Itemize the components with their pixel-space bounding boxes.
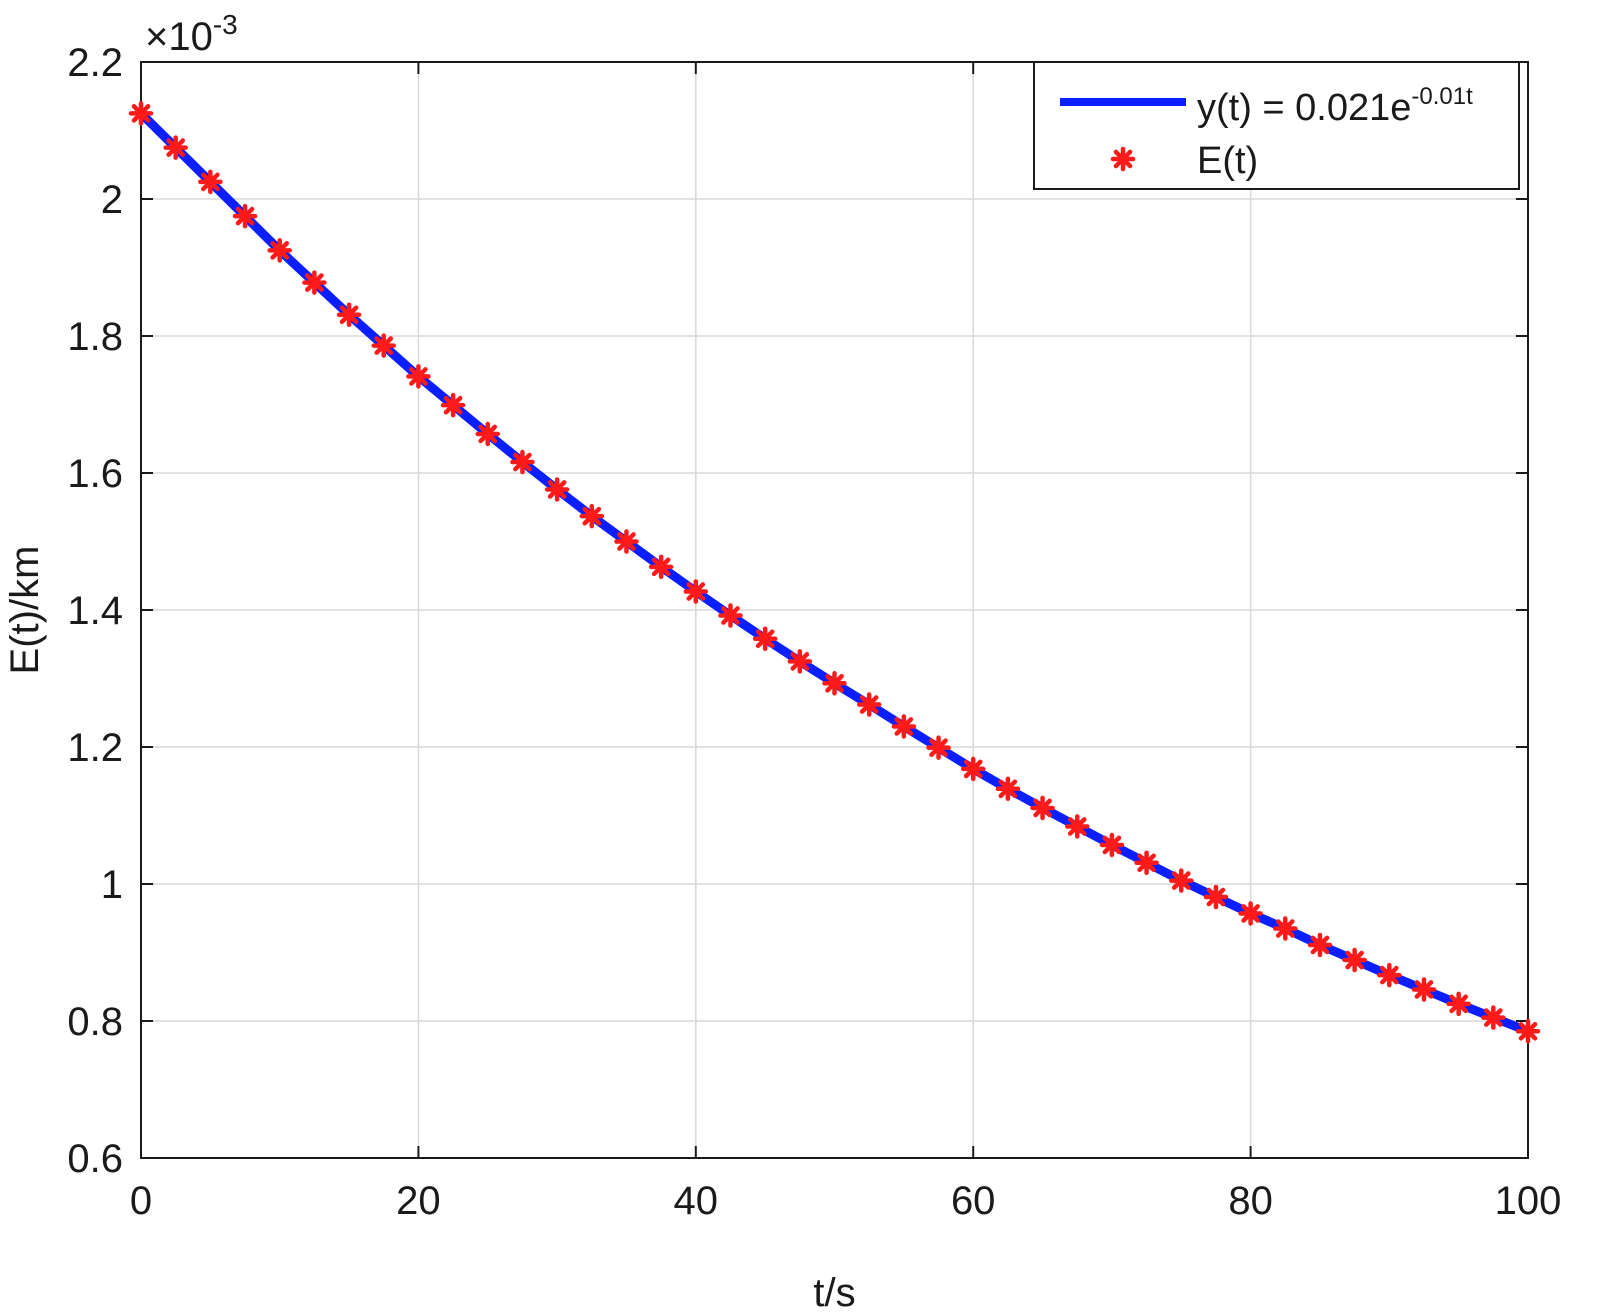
data-point-marker <box>683 579 709 604</box>
data-point-marker <box>198 169 223 195</box>
x-tick-label: 60 <box>951 1179 996 1223</box>
data-point-marker <box>1342 947 1367 973</box>
y-tick-label: 1.2 <box>67 726 123 770</box>
data-point-marker <box>371 333 396 358</box>
data-point-marker <box>1481 1005 1506 1030</box>
data-point-marker <box>1134 850 1159 876</box>
x-axis-ticks: 0 20 40 60 80 100 <box>130 62 1562 1223</box>
x-tick-label: 20 <box>396 1179 441 1223</box>
y-tick-label: 1.4 <box>67 589 123 633</box>
data-point-marker <box>232 203 258 229</box>
data-point-marker <box>787 649 813 674</box>
data-point-marker <box>995 776 1021 802</box>
data-point-marker <box>614 529 639 554</box>
data-point-marker <box>1446 991 1471 1017</box>
y-axis-label: E(t)/km <box>3 546 47 675</box>
legend-label-et: E(t) <box>1197 140 1258 182</box>
data-point-marker <box>1030 795 1055 821</box>
x-tick-label: 80 <box>1228 1179 1273 1223</box>
data-point-marker <box>163 135 188 160</box>
y-tick-label: 1.6 <box>67 452 123 496</box>
data-point-marker <box>752 626 778 652</box>
data-point-marker <box>336 302 362 328</box>
data-point-marker <box>960 756 986 782</box>
data-point-marker <box>544 477 570 502</box>
data-point-marker <box>1515 1019 1541 1044</box>
legend-asterisk-icon <box>1110 146 1136 172</box>
data-point-marker <box>1307 932 1333 958</box>
data-point-marker <box>475 421 500 447</box>
legend: y(t) = 0.021e-0.01t E(t) <box>1033 61 1520 190</box>
data-point-marker <box>891 714 917 739</box>
data-point-marker <box>1411 977 1437 1002</box>
data-point-marker <box>1377 962 1402 988</box>
data-point-marker <box>1273 916 1298 941</box>
data-point-marker <box>128 101 154 126</box>
series <box>128 101 1541 1044</box>
data-point-marker <box>440 392 466 418</box>
data-point-marker <box>648 554 674 580</box>
data-point-marker <box>1238 901 1263 926</box>
data-point-marker <box>1064 814 1090 839</box>
x-axis-label: t/s <box>813 1271 855 1313</box>
fit-curve-line <box>136 108 1533 1036</box>
y-tick-label: 0.8 <box>67 1000 123 1044</box>
y-tick-label: 2.2 <box>67 41 123 85</box>
data-point-marker <box>267 238 292 263</box>
legend-marker-sample <box>1110 146 1136 172</box>
y-tick-label: 0.6 <box>67 1137 123 1181</box>
grid <box>140 61 1529 1159</box>
data-point-marker <box>1099 832 1125 858</box>
data-point-marker <box>822 671 847 696</box>
data-point-marker <box>406 364 431 389</box>
x-tick-label: 40 <box>674 1179 719 1223</box>
y-tick-label: 2 <box>101 178 123 222</box>
y-axis-exponent: ×10-3 <box>145 9 238 59</box>
data-point-marker <box>856 692 882 717</box>
data-point-marker <box>718 603 743 628</box>
y-tick-label: 1 <box>101 863 123 907</box>
data-point-marker <box>1169 868 1194 893</box>
legend-label-fit: y(t) = 0.021e-0.01t <box>1197 83 1473 129</box>
y-tick-label: 1.8 <box>67 315 123 359</box>
data-point-marker <box>1203 884 1229 910</box>
data-point-marker <box>926 735 951 760</box>
data-point-marker <box>510 449 535 475</box>
data-point-marker <box>302 270 327 295</box>
y-axis-ticks: 0.6 0.8 1 1.2 1.4 1.6 1.8 2 2.2 <box>67 41 1528 1181</box>
x-tick-label: 0 <box>130 1179 152 1223</box>
x-tick-label: 100 <box>1495 1179 1562 1223</box>
data-point-marker <box>579 503 605 529</box>
